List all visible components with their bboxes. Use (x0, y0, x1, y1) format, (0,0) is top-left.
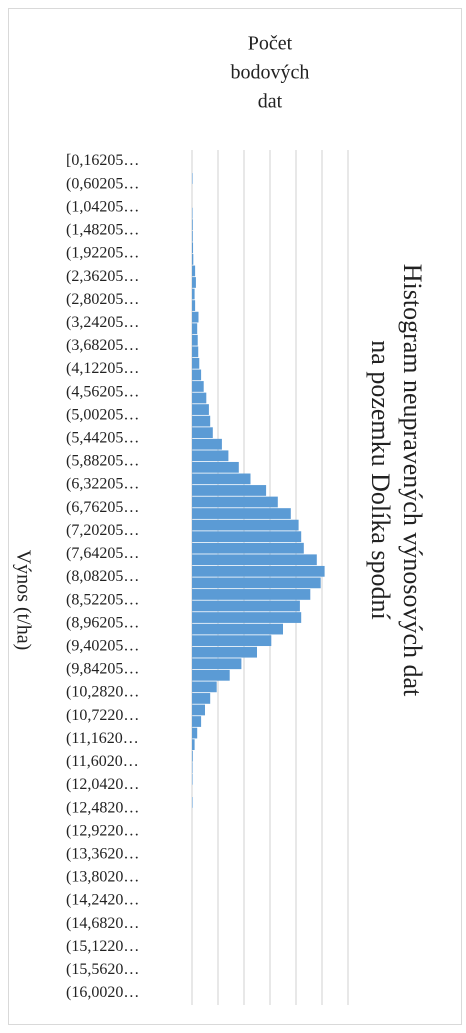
bar (192, 265, 196, 277)
bar (192, 612, 302, 623)
y-tick-label: (7,64205… (66, 545, 139, 562)
bar (192, 646, 257, 658)
y-tick-label: (3,24205… (66, 314, 139, 331)
y-tick-label: (4,12205… (66, 360, 139, 377)
bar (192, 623, 283, 635)
chart-title: Histogram neupravených výnosových dat (398, 264, 427, 697)
chart-title: na pozemku Dolíka spodní (366, 340, 395, 619)
y-tick-label: (5,88205… (66, 453, 139, 470)
bar (192, 438, 222, 450)
bar (192, 230, 193, 242)
y-tick-label: (4,56205… (66, 383, 139, 400)
y-tick-label: (10,2820… (66, 684, 139, 701)
bar (192, 253, 194, 265)
bar (192, 589, 311, 600)
bar (192, 242, 194, 254)
bar (192, 288, 195, 300)
x-axis-label: bodových (231, 62, 310, 84)
bar (192, 681, 217, 693)
y-axis-label: Výnos (t/ha) (12, 550, 34, 651)
bar (192, 461, 239, 473)
y-tick-label: (5,44205… (66, 430, 139, 447)
y-tick-label: (11,1620… (66, 730, 139, 747)
y-tick-label: (1,04205… (66, 198, 139, 215)
bar (192, 277, 196, 288)
bar (192, 219, 193, 231)
bar (192, 508, 291, 519)
bar (192, 415, 211, 427)
y-tick-label: (12,4820… (66, 799, 139, 816)
bar (192, 577, 321, 589)
y-tick-label: (7,20205… (66, 522, 139, 539)
y-tick-label: (2,36205… (66, 268, 139, 285)
y-tick-label: (1,92205… (66, 245, 139, 262)
y-tick-label: (16,0020… (66, 984, 139, 1001)
y-tick-label: (3,68205… (66, 337, 139, 354)
y-tick-label: (5,00205… (66, 406, 139, 423)
y-tick-label: (9,40205… (66, 637, 139, 654)
bar (192, 207, 193, 219)
y-tick-label: (6,76205… (66, 499, 139, 516)
bar (192, 739, 195, 751)
bar (192, 357, 200, 369)
bar (192, 693, 211, 704)
y-tick-label: (13,3620… (66, 845, 139, 862)
y-tick-label: (0,60205… (66, 175, 139, 192)
bar (192, 485, 267, 496)
bar (192, 311, 199, 323)
y-tick-label: (6,32205… (66, 476, 139, 493)
bar (192, 773, 193, 785)
bar (192, 554, 317, 566)
bar (192, 704, 205, 716)
bar (192, 473, 251, 485)
bar (192, 762, 193, 774)
y-tick-label: (14,6820… (66, 915, 139, 932)
bar (192, 450, 229, 462)
bar (192, 565, 325, 577)
bar (192, 797, 193, 808)
y-tick-label: (14,2420… (66, 892, 139, 909)
bar (192, 323, 198, 335)
y-tick-label: (15,1220… (66, 938, 139, 955)
bar (192, 600, 300, 612)
y-tick-label: (1,48205… (66, 222, 139, 239)
bar (192, 369, 202, 381)
bar (192, 727, 198, 739)
y-tick-label: (2,80205… (66, 291, 139, 308)
bar (192, 392, 207, 404)
bar (192, 635, 272, 647)
y-tick-label: (8,96205… (66, 614, 139, 631)
bar (192, 519, 299, 531)
bar (192, 173, 193, 184)
y-tick-label: (12,0420… (66, 776, 139, 793)
bar (192, 658, 242, 670)
bar (192, 381, 204, 392)
bar (192, 542, 304, 554)
x-axis-label: Počet (248, 33, 293, 55)
y-tick-label: (9,84205… (66, 661, 139, 678)
bar (192, 404, 209, 415)
bar (192, 427, 213, 439)
y-tick-label: (12,9220… (66, 822, 139, 839)
bar (192, 346, 199, 358)
bar (192, 496, 278, 508)
y-tick-label: (8,08205… (66, 568, 139, 585)
bar (192, 334, 198, 346)
chart-frame (8, 8, 462, 1025)
y-tick-label: (11,6020… (66, 753, 139, 770)
y-tick-label: (8,52205… (66, 591, 139, 608)
y-tick-label: (10,7220… (66, 707, 139, 724)
bar (192, 531, 302, 543)
y-tick-label: [0,16205… (66, 152, 139, 169)
bar (192, 716, 202, 727)
y-tick-label: (15,5620… (66, 961, 139, 978)
bar (192, 300, 196, 311)
bar (192, 669, 230, 681)
bar (192, 750, 193, 762)
x-axis-label: dat (258, 91, 283, 113)
y-tick-label: (13,8020… (66, 869, 139, 886)
